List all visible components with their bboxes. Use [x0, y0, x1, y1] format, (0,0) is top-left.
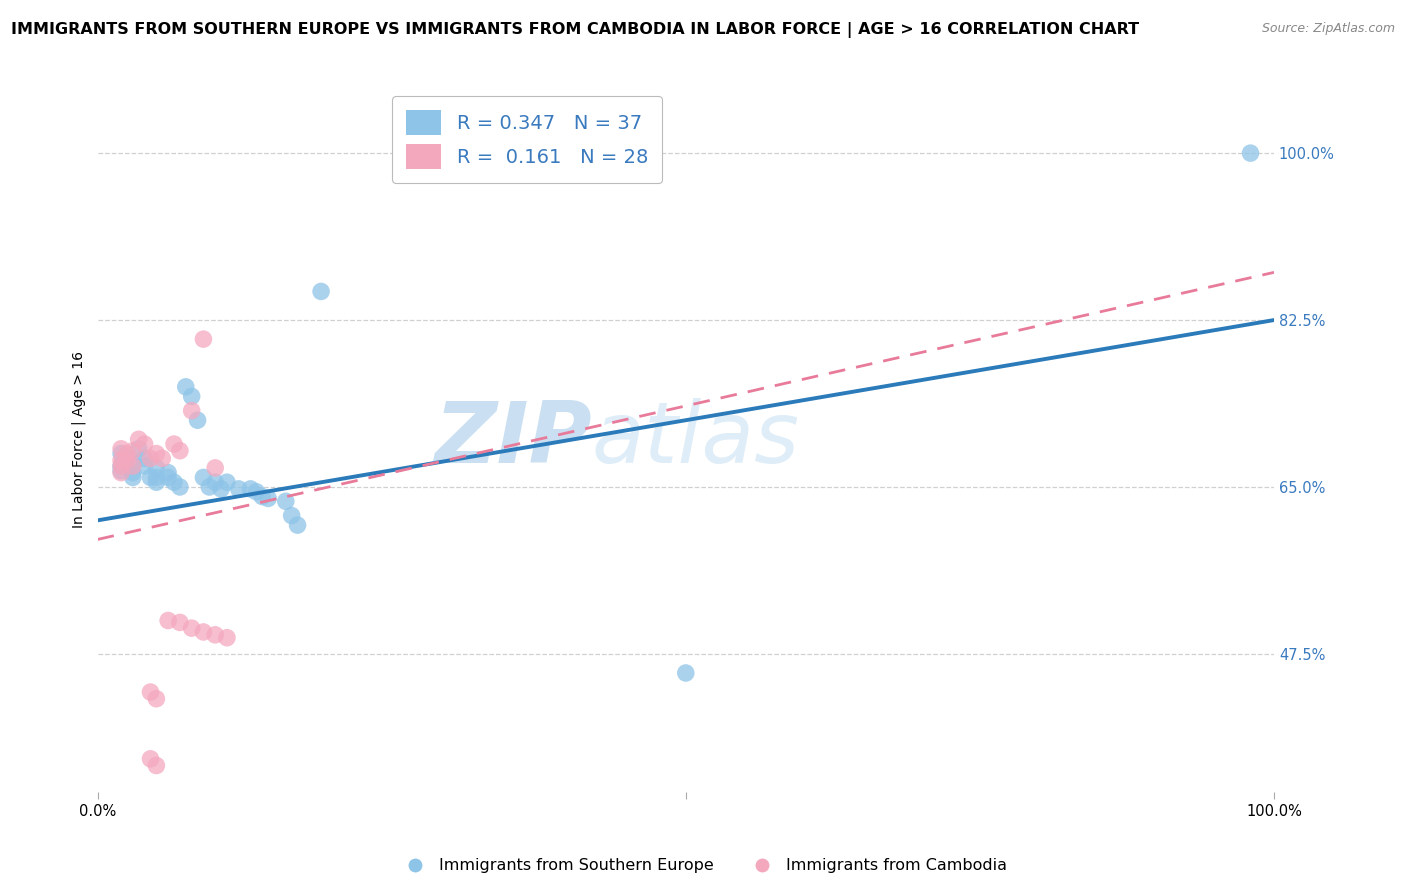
Point [252, 490, 274, 504]
Point [134, 451, 156, 466]
Point [193, 470, 215, 484]
Text: ZIP: ZIP [434, 398, 592, 481]
Text: IMMIGRANTS FROM SOUTHERN EUROPE VS IMMIGRANTS FROM CAMBODIA IN LABOR FORCE | AGE: IMMIGRANTS FROM SOUTHERN EUROPE VS IMMIG… [11, 22, 1139, 38]
Point [274, 494, 297, 508]
Point [139, 685, 162, 699]
Point [139, 752, 162, 766]
Point [174, 380, 197, 394]
Point [163, 475, 186, 490]
Point [163, 437, 186, 451]
Point [145, 475, 167, 490]
Point [209, 482, 232, 496]
Point [157, 614, 180, 628]
Point [110, 466, 132, 480]
Point [134, 458, 156, 473]
Point [239, 482, 262, 496]
Point [257, 491, 280, 506]
Point [110, 453, 132, 467]
Point [228, 482, 250, 496]
Point [115, 447, 138, 461]
Text: Source: ZipAtlas.com: Source: ZipAtlas.com [1261, 22, 1395, 36]
Point [121, 466, 143, 480]
Point [204, 461, 226, 475]
Point [121, 443, 143, 458]
Point [193, 624, 215, 639]
Point [245, 484, 267, 499]
Point [121, 458, 143, 473]
Point [287, 518, 309, 533]
Point [121, 470, 143, 484]
Text: atlas: atlas [592, 398, 800, 481]
Point [110, 458, 132, 473]
Point [121, 456, 143, 470]
Point [187, 413, 209, 427]
Point [110, 447, 132, 461]
Point [180, 403, 202, 417]
Point [110, 464, 132, 478]
Point [309, 285, 332, 299]
Point [115, 453, 138, 467]
Point [215, 631, 238, 645]
Point [134, 437, 156, 451]
Point [204, 475, 226, 490]
Point [157, 466, 180, 480]
Point [110, 442, 132, 456]
Point [150, 451, 173, 466]
Point [193, 332, 215, 346]
Legend: Immigrants from Southern Europe, Immigrants from Cambodia: Immigrants from Southern Europe, Immigra… [392, 852, 1014, 880]
Point [204, 628, 226, 642]
Point [110, 458, 132, 473]
Point [675, 665, 697, 680]
Point [145, 470, 167, 484]
Point [215, 475, 238, 490]
Point [157, 470, 180, 484]
Point [169, 480, 191, 494]
Point [180, 389, 202, 403]
Point [198, 480, 221, 494]
Point [145, 461, 167, 475]
Point [128, 442, 150, 456]
Point [1239, 146, 1261, 161]
Point [180, 621, 202, 635]
Point [169, 443, 191, 458]
Y-axis label: In Labor Force | Age > 16: In Labor Force | Age > 16 [72, 351, 86, 528]
Point [139, 451, 162, 466]
Point [128, 432, 150, 446]
Point [145, 758, 167, 772]
Point [139, 470, 162, 484]
Point [169, 615, 191, 630]
Point [280, 508, 302, 523]
Point [145, 691, 167, 706]
Point [115, 451, 138, 466]
Legend: R = 0.347   N = 37, R =  0.161   N = 28: R = 0.347 N = 37, R = 0.161 N = 28 [392, 96, 662, 183]
Point [145, 447, 167, 461]
